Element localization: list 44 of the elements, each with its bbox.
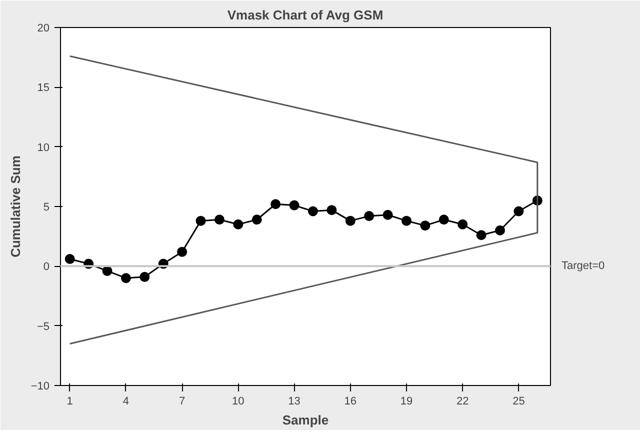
point [495,225,506,236]
point [177,246,188,257]
point [438,214,449,225]
y-tick-label: −5 [36,320,50,333]
point [476,230,486,240]
point [140,272,150,282]
x-tick-label: 7 [179,396,186,408]
point [289,200,300,210]
y-tick-label: −10 [30,380,50,392]
chart-title: Vmask Chart of Avg GSM [227,8,384,22]
y-tick-label: 0 [43,261,50,274]
x-tick-label: 19 [400,396,413,408]
point [308,206,318,216]
point [196,216,206,226]
point [458,219,468,230]
point [64,254,75,264]
y-tick-label: 20 [37,22,50,34]
point [120,273,131,284]
x-tick-label: 16 [344,396,357,408]
x-tick-label: 22 [456,396,469,408]
point [364,211,374,222]
point [252,214,262,225]
point [420,220,430,231]
x-tick-label: 4 [122,396,130,408]
point [270,199,281,210]
point [401,216,412,226]
x-tick-label: 13 [288,396,300,408]
ref-line-label: Target=0 [562,260,605,272]
point [345,216,356,226]
x-axis-title: Sample [282,412,329,428]
point [233,219,244,230]
point [102,266,112,276]
y-tick-label: 10 [37,142,50,154]
x-tick-label: 10 [232,396,244,408]
point [514,206,524,216]
point [382,210,393,220]
y-axis-title: Cumulative Sum [8,156,23,258]
y-tick-label: 5 [43,202,50,214]
point [326,205,337,216]
line-series [69,55,538,344]
point [214,214,224,225]
x-tick-label: 25 [512,396,525,408]
y-tick-label: 15 [37,82,50,94]
x-tick-label: 1 [66,396,73,408]
